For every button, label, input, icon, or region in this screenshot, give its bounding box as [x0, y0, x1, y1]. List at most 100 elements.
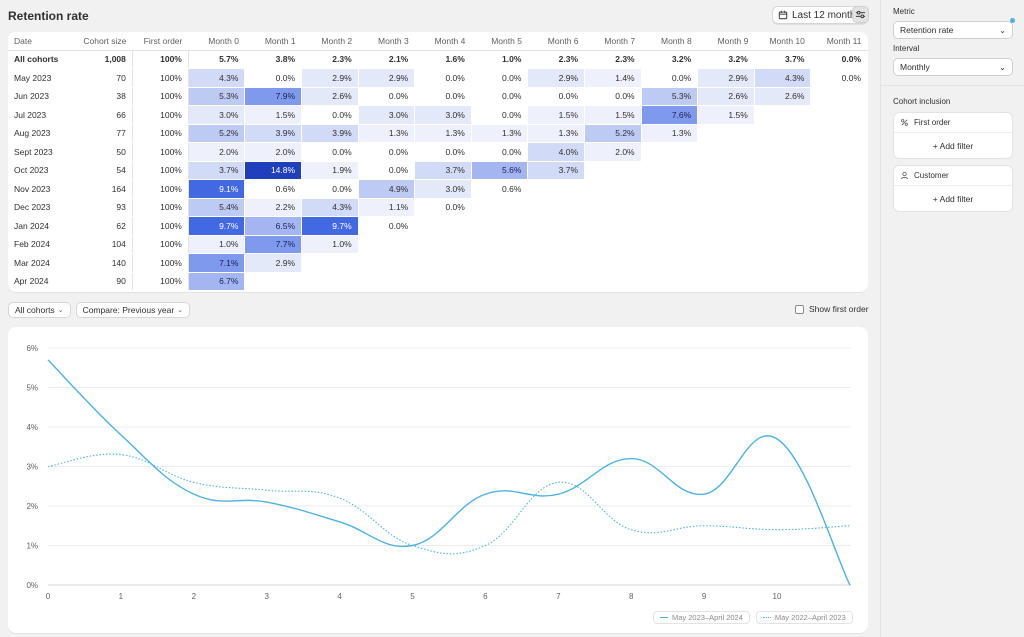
table-row: Mar 2024 140 100% 7.1% 2.9% [8, 253, 868, 273]
metric-select-value: Retention rate [900, 25, 954, 35]
retention-cell: 4.9% [358, 179, 416, 199]
retention-cell: 0.0% [527, 87, 586, 106]
chart-controls: All cohorts ⌄ Compare: Previous year ⌄ [8, 302, 191, 318]
retention-cell: 1.3% [471, 124, 529, 143]
column-header: Cohort size [74, 32, 133, 51]
retention-cell: 3.7% [188, 161, 246, 180]
empty-cell [810, 124, 868, 143]
show-first-order-checkbox[interactable] [795, 304, 804, 314]
interval-select[interactable]: Monthly ⌄ [893, 58, 1013, 76]
retention-cell: 0.0% [358, 142, 416, 162]
metric-select[interactable]: Retention rate ⌄ [893, 21, 1013, 39]
retention-cell: 7.9% [244, 87, 303, 106]
retention-cell: 5.3% [641, 87, 699, 106]
person-icon [900, 171, 909, 180]
retention-cell: 7.7% [244, 235, 303, 254]
legend-item[interactable]: May 2023–April 2024 [653, 611, 750, 624]
empty-cell [810, 272, 868, 291]
cohorts-dropdown-label: All cohorts [15, 305, 55, 315]
first-order-filter-header: First order [894, 113, 1012, 133]
table-row: Jul 2023 66 100% 3.0% 1.5% 0.0% 3.0% 3.0% 0.0% 1.… [8, 105, 868, 125]
retention-cell: 6.5% [244, 216, 303, 236]
column-header: Month 4 [414, 32, 472, 51]
column-header: Month 6 [527, 32, 585, 51]
metric-label: Metric [893, 7, 915, 16]
empty-cell [641, 179, 699, 199]
empty-cell [754, 272, 812, 291]
empty-cell [527, 235, 586, 254]
compare-dropdown-label: Compare: Previous year [82, 305, 175, 315]
empty-cell [697, 198, 755, 217]
empty-cell [358, 235, 416, 254]
y-tick-label: 5% [26, 384, 38, 393]
retention-cell: 1.4% [584, 68, 642, 88]
add-first-order-filter-button[interactable]: + Add filter [932, 140, 974, 151]
retention-cell: 0.0% [358, 216, 416, 236]
retention-cell: 0.0% [810, 68, 868, 88]
retention-cell: 0.0% [471, 68, 529, 88]
chart-card: 0% 1% 2% 3% 4% 5% 6% 0 1 2 3 4 5 6 7 8 9 10 May 2023–Apri… [8, 327, 868, 633]
empty-cell [810, 179, 868, 199]
add-customer-filter-button[interactable]: + Add filter [932, 193, 974, 204]
date-range-button[interactable]: Last 12 months [772, 6, 869, 24]
empty-cell [527, 198, 586, 217]
empty-cell [810, 253, 868, 273]
retention-cell: 1.5% [697, 105, 755, 125]
first-order-cell: 100% [132, 272, 189, 291]
empty-cell [358, 253, 416, 273]
cohort-label: Jul 2023 [8, 105, 75, 125]
column-header: Month 5 [471, 32, 528, 51]
retention-cell: 6.7% [188, 272, 246, 291]
cohort-size: 38 [74, 87, 133, 106]
interval-label: Interval [893, 44, 920, 53]
cohort-size: 93 [74, 198, 133, 217]
retention-cell: 1.0% [188, 235, 246, 254]
empty-cell [527, 179, 586, 199]
series-line-previous-year [47, 453, 850, 555]
retention-cell: 0.0% [301, 142, 359, 162]
chevron-down-icon: ⌄ [177, 307, 184, 314]
table-row: Aug 2023 77 100% 5.2% 3.9% 3.9% 1.3% 1.3% 1.3% 1.… [8, 124, 868, 143]
empty-cell [754, 124, 812, 143]
retention-cell: 2.0% [188, 142, 246, 162]
calendar-icon [778, 10, 788, 20]
retention-cell: 9.1% [188, 179, 246, 199]
sliders-icon [855, 10, 866, 19]
y-tick-label: 6% [26, 344, 38, 353]
table-row: Jan 2024 62 100% 9.7% 6.5% 9.7% 0.0% [8, 216, 868, 236]
retention-cell: 0.0% [301, 105, 359, 125]
retention-cell: 2.0% [244, 142, 303, 162]
retention-cell: 7.1% [188, 253, 246, 273]
main-area: Retention rate Last 12 months Date Cohort… [8, 6, 869, 633]
unsaved-indicator-dot [1010, 18, 1015, 23]
show-first-order-toggle[interactable]: Show first order [795, 304, 869, 314]
cohorts-dropdown[interactable]: All cohorts ⌄ [8, 302, 71, 318]
column-header: Month 3 [358, 32, 415, 51]
first-order-cell: 100% [132, 68, 189, 88]
cohort-size: 77 [74, 124, 133, 143]
empty-cell [810, 235, 868, 254]
legend-item[interactable]: May 2022–April 2023 [755, 611, 853, 624]
settings-button[interactable] [852, 6, 869, 23]
retention-cell: 2.3% [527, 50, 586, 69]
x-tick-label: 8 [629, 592, 634, 601]
cohort-size: 66 [74, 105, 133, 125]
column-header: Month 1 [244, 32, 302, 51]
empty-cell [754, 253, 812, 273]
empty-cell [414, 253, 472, 273]
retention-cell: 2.9% [527, 68, 586, 88]
retention-cell: 3.2% [697, 50, 755, 69]
compare-dropdown[interactable]: Compare: Previous year ⌄ [75, 302, 191, 318]
empty-cell [358, 272, 416, 291]
first-order-filter-label: First order [914, 118, 951, 127]
show-first-order-label: Show first order [809, 304, 869, 314]
y-tick-label: 1% [26, 542, 38, 551]
column-header: Month 7 [584, 32, 642, 51]
retention-cell: 0.0% [414, 142, 472, 162]
retention-cell: 2.3% [301, 50, 359, 69]
empty-cell [301, 272, 359, 291]
cohort-label: Jan 2024 [8, 216, 75, 236]
retention-cell: 2.9% [244, 253, 303, 273]
empty-cell [697, 124, 755, 143]
retention-cell: 1.1% [358, 198, 416, 217]
